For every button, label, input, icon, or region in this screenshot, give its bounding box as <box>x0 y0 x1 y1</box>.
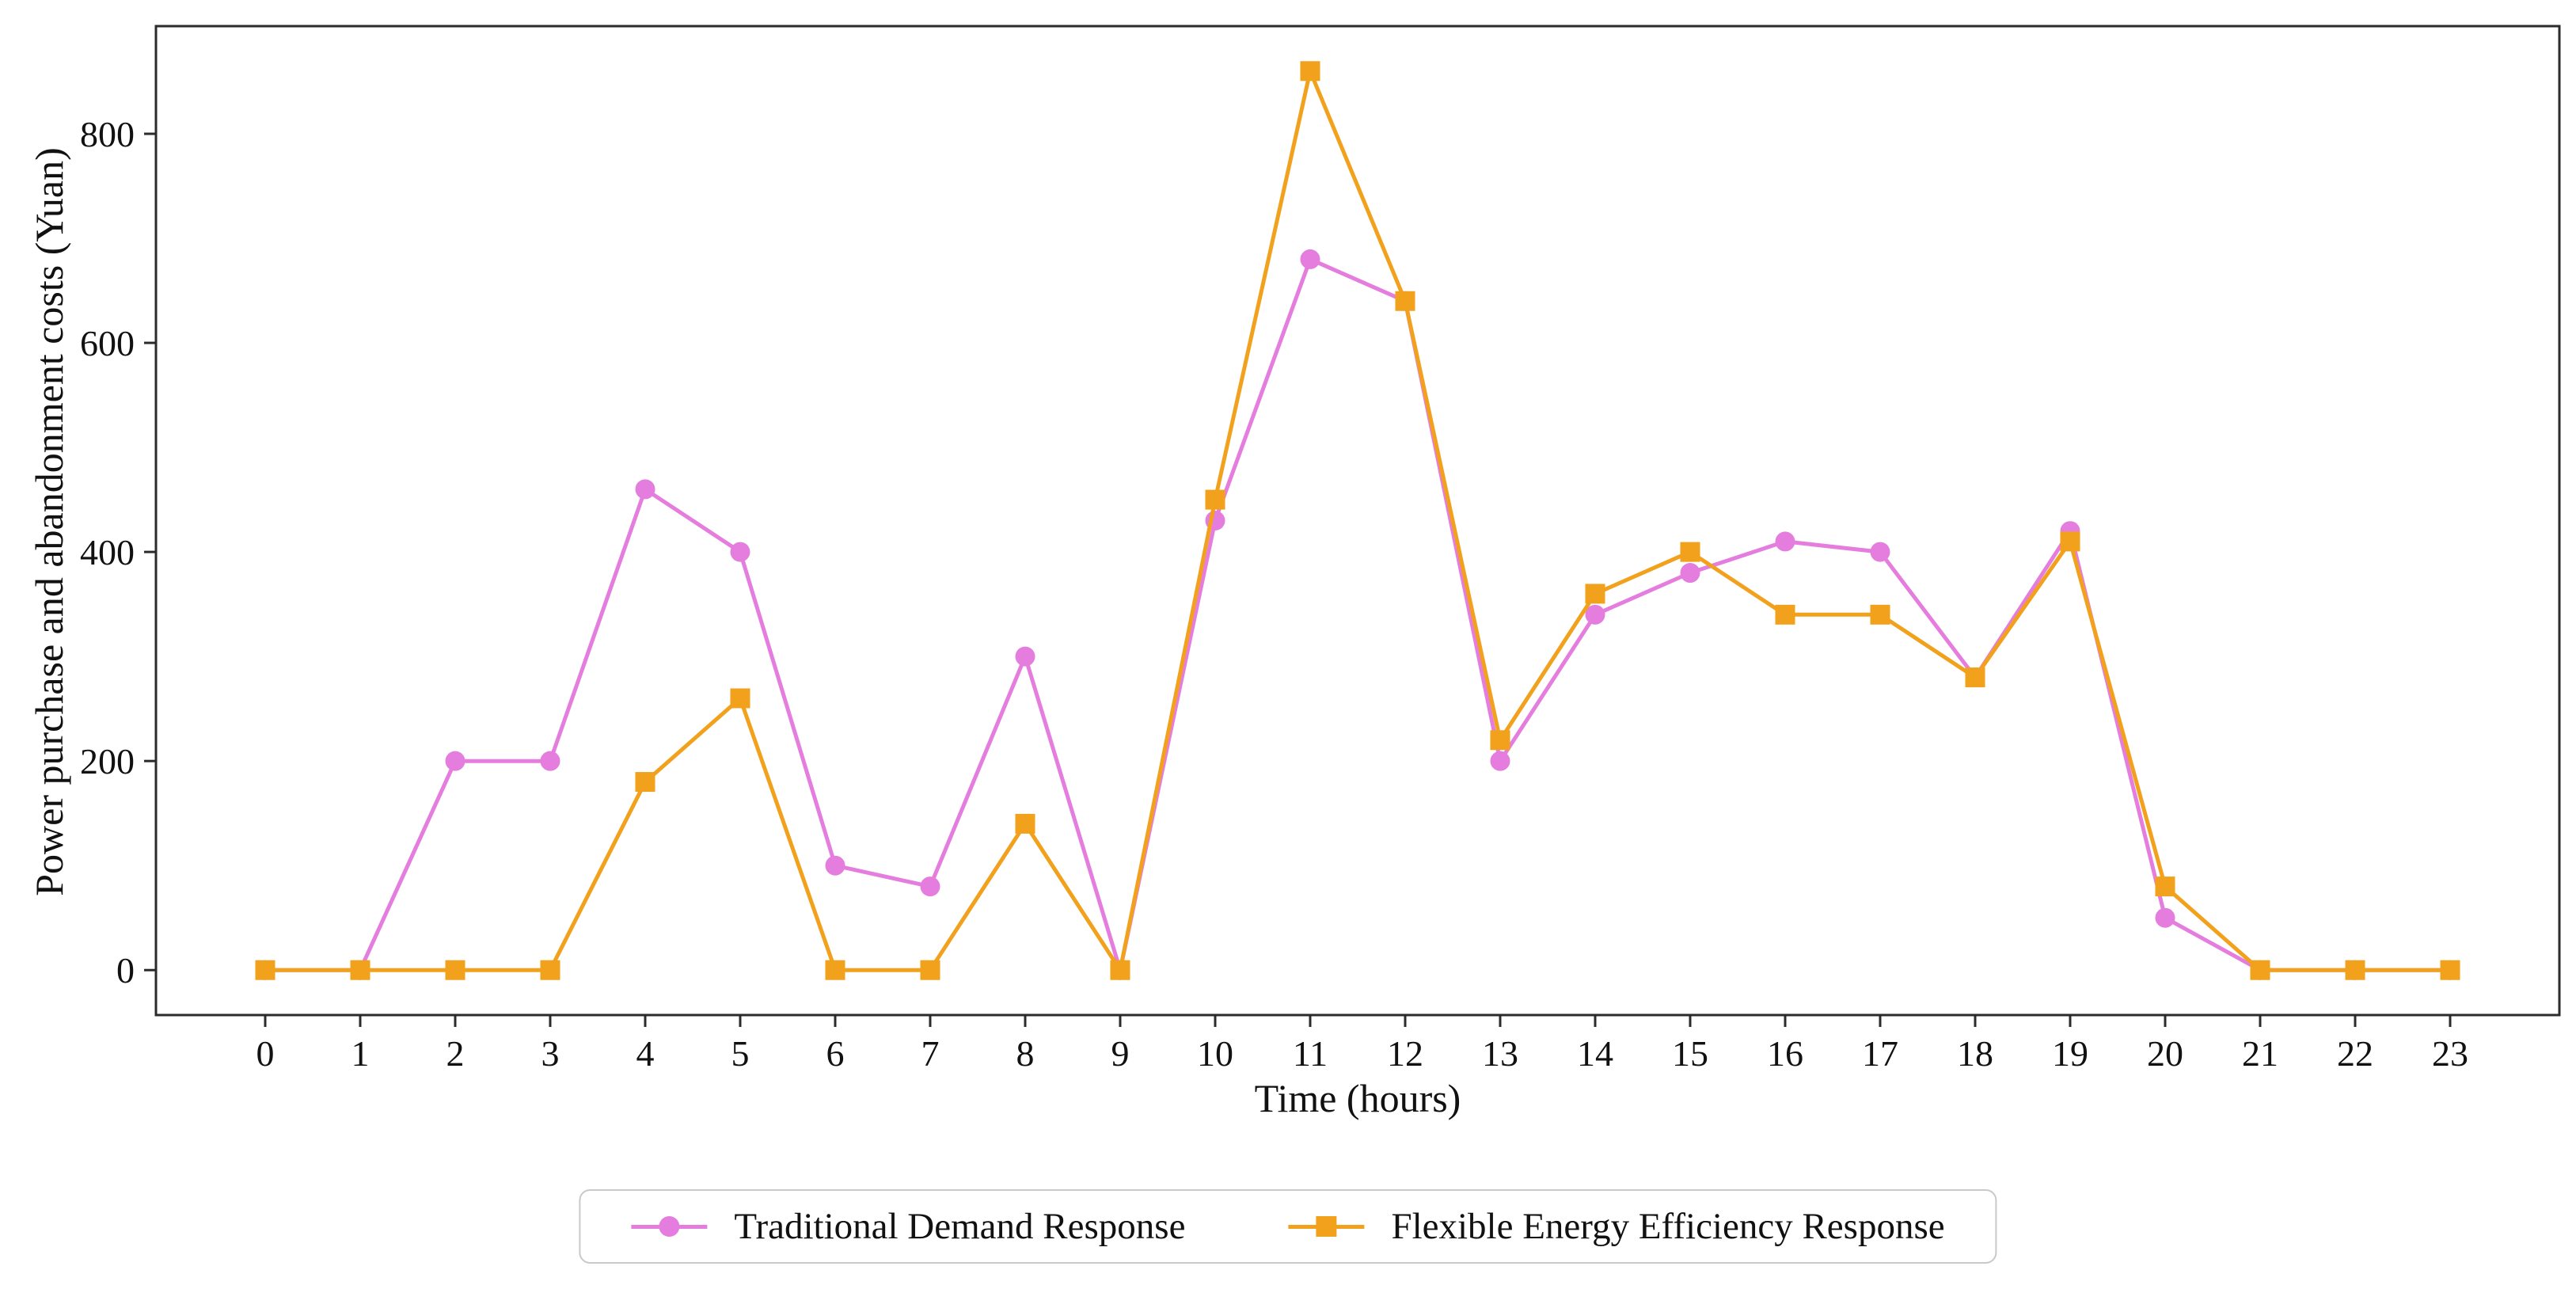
series-line-1 <box>265 69 2450 972</box>
data-point <box>2060 531 2080 552</box>
data-point <box>1015 646 1035 667</box>
x-tick-label: 21 <box>2242 1033 2278 1074</box>
data-point <box>255 960 275 980</box>
legend-marker-square-icon <box>1288 1215 1365 1238</box>
data-point <box>635 772 655 793</box>
y-tick-label: 400 <box>80 532 135 572</box>
data-point <box>1300 61 1320 82</box>
data-point <box>445 960 465 980</box>
data-point <box>350 960 370 980</box>
x-tick-label: 0 <box>256 1033 275 1074</box>
legend-item-flexible-energy-efficiency-response: Flexible Energy Efficiency Response <box>1288 1205 1945 1248</box>
series-line-0 <box>265 257 2450 972</box>
legend-item-traditional-demand-response: Traditional Demand Response <box>631 1205 1185 1248</box>
data-point <box>825 960 845 980</box>
x-tick-label: 14 <box>1577 1033 1613 1074</box>
data-point <box>1775 531 1795 552</box>
x-tick-label: 16 <box>1767 1033 1803 1074</box>
data-point <box>2155 876 2175 897</box>
x-tick-label: 1 <box>351 1033 370 1074</box>
data-point <box>1680 563 1700 584</box>
data-point <box>1585 604 1605 625</box>
x-tick-label: 11 <box>1293 1033 1328 1074</box>
data-point <box>920 960 940 980</box>
legend-circle-marker <box>659 1216 680 1237</box>
data-point <box>730 542 750 562</box>
x-tick-label: 7 <box>921 1033 940 1074</box>
axes-frame <box>154 25 2561 1017</box>
data-point <box>1300 249 1320 269</box>
y-tick-label: 200 <box>80 741 135 781</box>
data-point <box>2250 960 2270 980</box>
data-point <box>1015 813 1035 834</box>
x-tick-label: 19 <box>2052 1033 2088 1074</box>
x-tick-label: 3 <box>541 1033 560 1074</box>
x-tick-label: 8 <box>1016 1033 1035 1074</box>
x-tick-label: 12 <box>1387 1033 1423 1074</box>
data-point <box>1870 542 1890 562</box>
data-point <box>540 960 560 980</box>
data-point <box>2440 960 2460 980</box>
data-point <box>1490 751 1510 771</box>
y-tick-label: 0 <box>116 950 135 991</box>
x-tick-label: 4 <box>636 1033 655 1074</box>
data-point <box>825 855 845 876</box>
legend-marker-circle-icon <box>631 1215 708 1238</box>
x-tick-label: 23 <box>2432 1033 2468 1074</box>
data-point <box>2345 960 2365 980</box>
x-tick-label: 22 <box>2337 1033 2373 1074</box>
x-tick-label: 20 <box>2147 1033 2183 1074</box>
y-tick-label: 600 <box>80 323 135 363</box>
data-point <box>635 479 655 500</box>
data-point <box>1870 604 1890 625</box>
data-point <box>445 751 465 771</box>
x-tick-label: 9 <box>1111 1033 1130 1074</box>
data-point <box>1205 489 1225 510</box>
data-point <box>540 751 560 771</box>
data-point <box>1490 730 1510 751</box>
data-point <box>1775 604 1795 625</box>
data-point <box>2155 907 2175 928</box>
data-point <box>730 688 750 709</box>
x-tick-label: 2 <box>446 1033 465 1074</box>
y-axis-title: Power purchase and abandonment costs (Yu… <box>27 147 71 896</box>
legend: Traditional Demand Response Flexible Ene… <box>579 1189 1997 1264</box>
data-point <box>1395 291 1415 311</box>
data-point <box>1585 584 1605 604</box>
x-tick-label: 15 <box>1672 1033 1708 1074</box>
x-tick-label: 17 <box>1862 1033 1898 1074</box>
x-tick-label: 18 <box>1957 1033 1993 1074</box>
data-point <box>1110 960 1130 980</box>
x-tick-label: 6 <box>826 1033 845 1074</box>
x-tick-label: 13 <box>1482 1033 1518 1074</box>
legend-label: Flexible Energy Efficiency Response <box>1391 1206 1945 1247</box>
data-point <box>1965 667 1985 688</box>
x-tick-label: 10 <box>1197 1033 1233 1074</box>
y-tick-label: 800 <box>80 114 135 154</box>
legend-label: Traditional Demand Response <box>734 1206 1186 1247</box>
x-tick-label: 5 <box>731 1033 750 1074</box>
data-point <box>920 876 940 897</box>
data-point <box>1680 542 1700 562</box>
legend-square-marker <box>1316 1216 1337 1237</box>
x-axis-title: Time (hours) <box>1254 1076 1461 1120</box>
